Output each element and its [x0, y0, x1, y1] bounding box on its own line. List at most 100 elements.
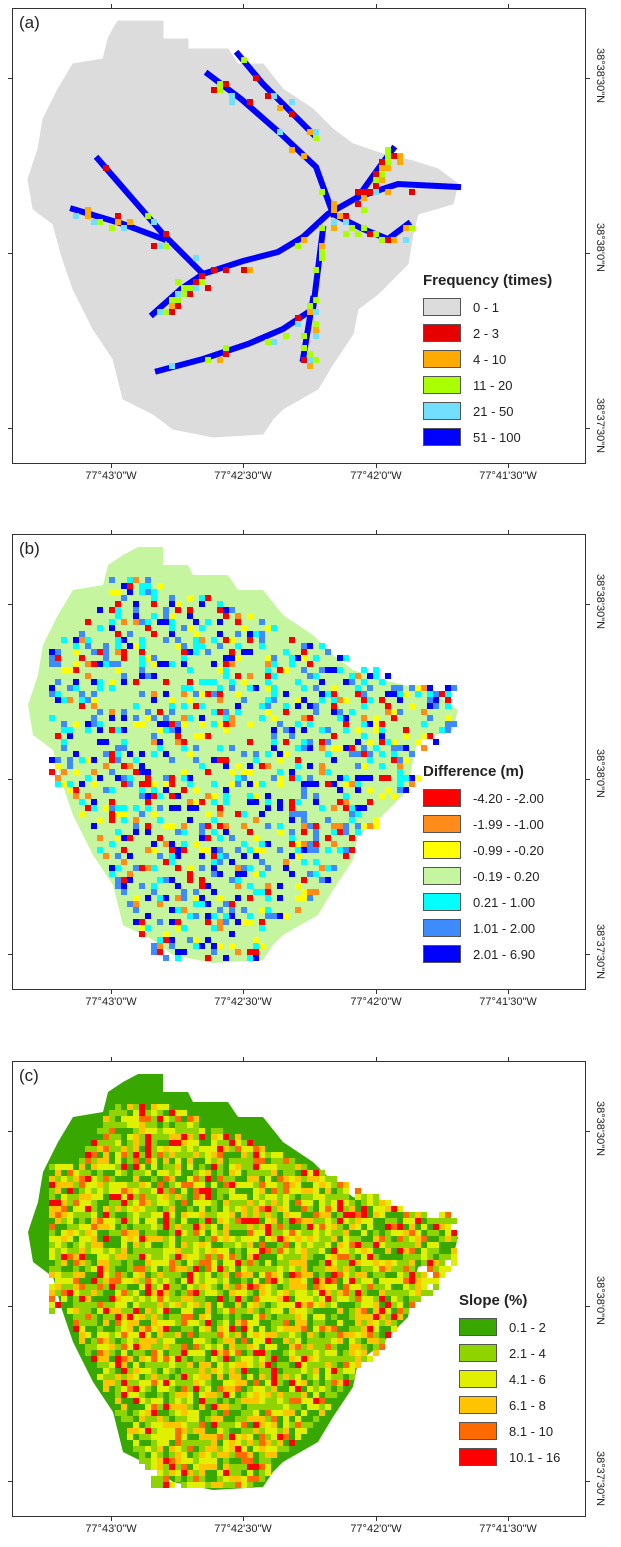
raster-cell — [307, 1404, 313, 1410]
raster-cell — [151, 751, 157, 757]
raster-cell — [247, 1458, 253, 1464]
raster-cell — [133, 1218, 139, 1224]
raster-cell — [439, 1260, 445, 1266]
raster-cell — [301, 1302, 307, 1308]
legend-swatch — [423, 815, 461, 833]
raster-cell — [193, 1470, 199, 1476]
raster-cell — [271, 1422, 277, 1428]
raster-cell — [211, 889, 217, 895]
raster-cell — [265, 889, 271, 895]
raster-cell — [79, 1188, 85, 1194]
raster-cell — [157, 661, 163, 667]
raster-cell — [73, 649, 79, 655]
raster-cell — [139, 721, 145, 727]
stream-cell — [181, 291, 187, 297]
raster-cell — [349, 679, 355, 685]
raster-cell — [157, 805, 163, 811]
stream-cell — [271, 93, 277, 99]
raster-cell — [391, 1296, 397, 1302]
raster-cell — [133, 1362, 139, 1368]
raster-cell — [103, 751, 109, 757]
raster-cell — [163, 1434, 169, 1440]
raster-cell — [97, 685, 103, 691]
raster-cell — [151, 883, 157, 889]
raster-cell — [235, 1452, 241, 1458]
raster-cell — [241, 1146, 247, 1152]
raster-cell — [103, 1254, 109, 1260]
raster-cell — [139, 1206, 145, 1212]
raster-cell — [175, 805, 181, 811]
raster-cell — [163, 937, 169, 943]
raster-cell — [127, 775, 133, 781]
raster-cell — [139, 769, 145, 775]
raster-cell — [361, 1200, 367, 1206]
raster-cell — [259, 841, 265, 847]
raster-cell — [343, 1248, 349, 1254]
raster-cell — [259, 1404, 265, 1410]
raster-cell — [145, 1362, 151, 1368]
raster-cell — [301, 1248, 307, 1254]
raster-cell — [61, 1230, 67, 1236]
raster-cell — [115, 643, 121, 649]
raster-cell — [253, 1164, 259, 1170]
raster-cell — [433, 1242, 439, 1248]
raster-cell — [265, 1164, 271, 1170]
raster-cell — [367, 685, 373, 691]
raster-cell — [187, 625, 193, 631]
legend-label: -0.99 - -0.20 — [473, 842, 544, 858]
raster-cell — [199, 733, 205, 739]
raster-cell — [217, 667, 223, 673]
raster-cell — [355, 1338, 361, 1344]
raster-cell — [109, 871, 115, 877]
raster-cell — [253, 1296, 259, 1302]
raster-cell — [175, 1416, 181, 1422]
raster-cell — [151, 733, 157, 739]
raster-cell — [103, 649, 109, 655]
raster-cell — [265, 907, 271, 913]
raster-cell — [295, 883, 301, 889]
raster-cell — [409, 1248, 415, 1254]
raster-cell — [193, 757, 199, 763]
raster-cell — [313, 1344, 319, 1350]
raster-cell — [199, 1218, 205, 1224]
raster-cell — [145, 1254, 151, 1260]
raster-cell — [343, 1278, 349, 1284]
raster-cell — [181, 1236, 187, 1242]
raster-cell — [433, 703, 439, 709]
raster-cell — [193, 1416, 199, 1422]
raster-cell — [217, 1482, 223, 1488]
raster-cell — [283, 1218, 289, 1224]
raster-cell — [169, 1386, 175, 1392]
raster-cell — [175, 1434, 181, 1440]
raster-cell — [121, 1380, 127, 1386]
raster-cell — [313, 1284, 319, 1290]
raster-cell — [319, 679, 325, 685]
raster-cell — [337, 1290, 343, 1296]
raster-cell — [223, 1200, 229, 1206]
stream-cell — [265, 93, 271, 99]
raster-cell — [259, 811, 265, 817]
raster-cell — [139, 1452, 145, 1458]
raster-cell — [271, 1182, 277, 1188]
stream-cell — [343, 231, 349, 237]
raster-cell — [235, 703, 241, 709]
raster-cell — [115, 613, 121, 619]
stream-cell — [223, 267, 229, 273]
raster-cell — [265, 805, 271, 811]
raster-cell — [97, 1344, 103, 1350]
raster-cell — [379, 739, 385, 745]
raster-cell — [433, 1284, 439, 1290]
raster-cell — [277, 751, 283, 757]
raster-cell — [133, 1440, 139, 1446]
raster-cell — [409, 781, 415, 787]
raster-cell — [289, 1188, 295, 1194]
x-tick — [508, 1517, 509, 1521]
raster-cell — [115, 835, 121, 841]
raster-cell — [313, 829, 319, 835]
raster-cell — [337, 715, 343, 721]
raster-cell — [379, 1272, 385, 1278]
raster-cell — [115, 1110, 121, 1116]
raster-cell — [325, 1368, 331, 1374]
raster-cell — [349, 1224, 355, 1230]
raster-cell — [193, 1464, 199, 1470]
